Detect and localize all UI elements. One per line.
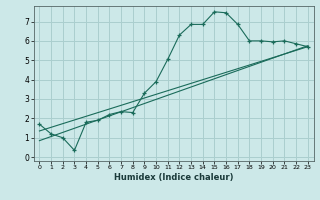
X-axis label: Humidex (Indice chaleur): Humidex (Indice chaleur) (114, 173, 233, 182)
